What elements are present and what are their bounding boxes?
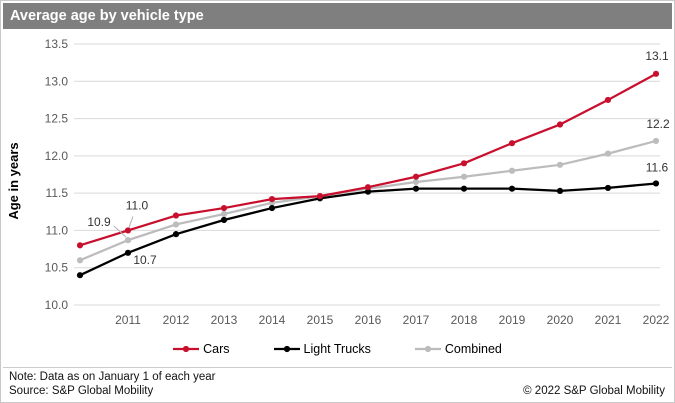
x-tick-label: 2018 — [451, 313, 478, 327]
y-tick-label: 13.5 — [45, 37, 69, 51]
y-tick-label: 11.5 — [46, 186, 69, 200]
data-point-light_trucks — [508, 185, 516, 192]
footer-source: Source: S&P Global Mobility — [9, 384, 154, 397]
data-label: 10.9 — [87, 215, 111, 229]
x-tick-label: 2015 — [307, 313, 334, 327]
data-point-combined — [412, 178, 420, 186]
footer-notes: Note: Data as on January 1 of each year … — [9, 371, 215, 398]
x-tick-label: 2022 — [643, 313, 670, 327]
x-tick-label: 2011 — [115, 313, 141, 327]
data-point-combined — [172, 221, 180, 228]
series-line-cars — [79, 72, 657, 247]
legend-item-combined: Combined — [414, 342, 502, 356]
data-point-cars — [412, 173, 420, 180]
data-point-light_trucks — [460, 185, 468, 192]
data-label: 13.1 — [645, 49, 669, 63]
data-label: 10.7 — [133, 253, 157, 267]
y-tick-label: 12.0 — [45, 149, 69, 163]
annotation-leader — [128, 216, 134, 228]
data-point-combined — [124, 237, 132, 244]
footer-note: Note: Data as on January 1 of each year — [9, 371, 216, 383]
legend-swatch-icon — [173, 345, 200, 353]
y-tick-label: 10.5 — [45, 261, 69, 275]
data-label: 12.2 — [646, 117, 670, 131]
data-point-combined — [604, 150, 612, 157]
x-tick-label: 2013 — [211, 313, 238, 327]
data-point-light_trucks — [220, 216, 228, 224]
footer-copyright: © 2022 S&P Global Mobility — [523, 385, 665, 397]
x-tick-label: 2021 — [595, 313, 622, 327]
data-point-light_trucks — [76, 272, 84, 279]
legend-label: Cars — [203, 342, 230, 356]
x-tick-label: 2016 — [355, 313, 382, 327]
y-axis-title: Age in years — [6, 142, 21, 219]
annotation-leader — [113, 225, 127, 238]
legend-swatch-icon — [414, 345, 441, 353]
y-tick-label: 13.0 — [45, 74, 69, 88]
data-point-light_trucks — [172, 231, 180, 238]
legend-label: Light Trucks — [303, 342, 371, 356]
y-tick-label: 10.0 — [45, 298, 69, 312]
data-point-cars — [508, 140, 516, 147]
data-point-cars — [268, 196, 276, 203]
x-tick-label: 2014 — [259, 313, 286, 327]
series-line-light_trucks — [79, 182, 657, 277]
data-point-cars — [172, 212, 180, 219]
data-point-combined — [220, 210, 228, 218]
data-point-combined — [460, 173, 468, 180]
legend: Cars Light Trucks Combined — [1, 339, 674, 359]
data-point-light_trucks — [124, 249, 132, 256]
data-point-light_trucks — [652, 180, 660, 187]
footer-divider — [3, 367, 672, 368]
x-tick-label: 2019 — [499, 313, 526, 327]
data-label: 11.0 — [126, 198, 149, 212]
data-point-combined — [508, 167, 516, 174]
data-point-cars — [76, 242, 84, 249]
x-tick-label: 2020 — [547, 313, 574, 327]
data-point-cars — [460, 160, 468, 167]
y-tick-label: 11.0 — [46, 223, 69, 237]
line-chart: 10.0 10.5 11.0 11.5 12.0 12.5 13.0 13.5 2011 2012… — [6, 37, 670, 327]
legend-item-light_trucks: Light Trucks — [273, 342, 371, 356]
data-label: 11.6 — [646, 160, 669, 174]
data-point-cars — [604, 96, 612, 104]
data-point-combined — [76, 257, 84, 264]
data-point-cars — [316, 193, 324, 200]
x-tick-label: 2012 — [163, 313, 190, 327]
data-point-light_trucks — [364, 188, 372, 195]
legend-label: Combined — [444, 342, 502, 356]
data-point-cars — [364, 184, 372, 191]
data-point-combined — [556, 161, 564, 168]
data-point-cars — [220, 204, 228, 212]
y-tick-label: 12.5 — [45, 112, 69, 126]
chart-title: Average age by vehicle type — [3, 3, 672, 29]
x-tick-label: 2017 — [403, 313, 430, 327]
data-point-light_trucks — [556, 187, 564, 195]
data-point-cars — [124, 227, 132, 234]
legend-swatch-icon — [273, 345, 300, 353]
data-point-light_trucks — [268, 204, 276, 212]
data-point-cars — [652, 70, 660, 77]
data-point-cars — [556, 121, 564, 128]
series-line-combined — [79, 139, 657, 262]
footer: Note: Data as on January 1 of each year … — [9, 370, 665, 398]
data-point-light_trucks — [604, 184, 612, 192]
data-point-light_trucks — [412, 185, 420, 192]
data-point-combined — [652, 137, 660, 145]
legend-item-cars: Cars — [173, 342, 230, 356]
